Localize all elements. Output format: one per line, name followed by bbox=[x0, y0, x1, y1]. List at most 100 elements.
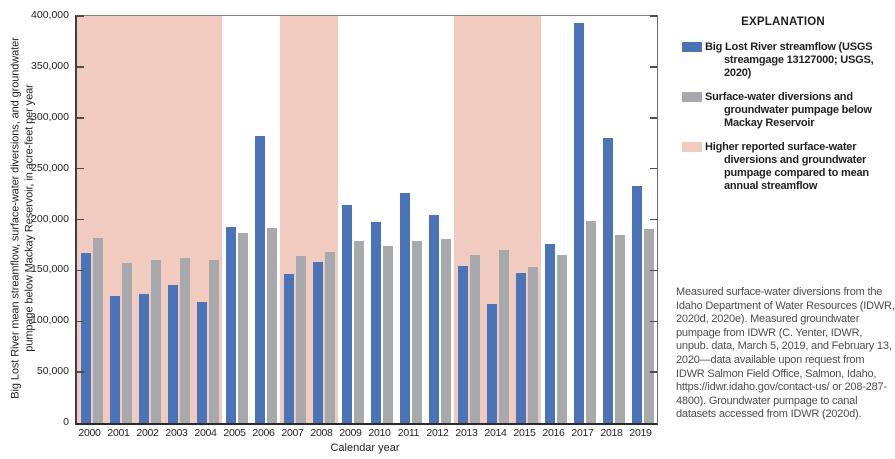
bar-pumpage-2017 bbox=[585, 220, 596, 423]
bar-streamflow-2000 bbox=[80, 253, 91, 423]
y-tick-label: 200,000 bbox=[31, 212, 69, 225]
bar-pumpage-2006 bbox=[266, 227, 277, 423]
bar-streamflow-2010 bbox=[370, 221, 381, 423]
y-tick-label: 100,000 bbox=[31, 314, 69, 327]
bar-pumpage-2004 bbox=[208, 260, 219, 423]
bar-streamflow-2017 bbox=[573, 23, 584, 423]
bar-pumpage-2015 bbox=[527, 267, 538, 423]
legend-item-label: Higher reported surface-water diversions… bbox=[705, 141, 869, 192]
x-tick-label: 2001 bbox=[107, 427, 130, 439]
x-tick-label: 2008 bbox=[310, 427, 333, 439]
bar-streamflow-2012 bbox=[428, 215, 439, 423]
y-tick-label: 50,000 bbox=[36, 365, 69, 378]
bar-streamflow-2006 bbox=[254, 136, 265, 423]
x-tick-label: 2015 bbox=[513, 427, 536, 439]
x-tick-label: 2018 bbox=[600, 427, 623, 439]
y-tick-mark bbox=[650, 66, 657, 68]
x-tick-label: 2011 bbox=[397, 427, 420, 439]
y-tick-mark bbox=[77, 218, 84, 221]
x-tick-label: 2005 bbox=[223, 427, 246, 439]
bar-pumpage-2008 bbox=[324, 252, 335, 423]
x-tick-label: 2000 bbox=[78, 427, 101, 439]
bar-pumpage-2019 bbox=[643, 228, 654, 423]
bar-streamflow-2016 bbox=[544, 243, 555, 423]
bar-pumpage-2001 bbox=[121, 263, 132, 423]
x-tick-label: 2016 bbox=[542, 427, 565, 439]
y-tick-mark bbox=[650, 269, 657, 272]
y-tick-mark bbox=[77, 66, 84, 68]
x-tick-label: 2012 bbox=[426, 427, 449, 439]
bar-streamflow-2005 bbox=[225, 226, 236, 423]
y-tick-label: 0 bbox=[63, 416, 69, 428]
bar-pumpage-2013 bbox=[469, 255, 480, 423]
x-tick-label: 2010 bbox=[368, 427, 391, 439]
y-tick-label: 300,000 bbox=[31, 110, 69, 123]
bar-streamflow-2003 bbox=[167, 284, 178, 423]
x-tick-label: 2017 bbox=[571, 427, 594, 439]
legend-item-label: Surface-water diversions and groundwater… bbox=[705, 91, 872, 129]
y-tick-mark bbox=[650, 371, 657, 373]
x-tick-label: 2002 bbox=[136, 427, 159, 439]
y-tick-mark bbox=[650, 218, 657, 221]
source-note: Measured surface-water diversions from t… bbox=[676, 286, 895, 421]
x-tick-label: 2019 bbox=[629, 427, 652, 439]
y-tick-mark bbox=[77, 15, 84, 17]
bar-streamflow-2007 bbox=[283, 274, 294, 423]
bar-streamflow-2009 bbox=[341, 205, 352, 423]
y-tick-label: 250,000 bbox=[31, 161, 69, 174]
y-tick-mark bbox=[77, 371, 84, 373]
bar-streamflow-2008 bbox=[312, 262, 323, 423]
y-tick-mark bbox=[77, 269, 84, 272]
legend-item-diversions: Surface-water diversions and groundwater… bbox=[676, 91, 890, 130]
y-tick-mark bbox=[650, 167, 657, 170]
bar-streamflow-2015 bbox=[515, 273, 526, 423]
y-tick-label: 150,000 bbox=[31, 263, 69, 276]
bar-pumpage-2018 bbox=[614, 234, 625, 423]
bar-pumpage-2010 bbox=[382, 246, 393, 423]
bar-pumpage-2003 bbox=[179, 258, 190, 423]
higher-pumpage-swatch-icon bbox=[682, 142, 702, 152]
bar-streamflow-2002 bbox=[138, 293, 149, 423]
bar-pumpage-2005 bbox=[237, 232, 248, 423]
bar-pumpage-2016 bbox=[556, 255, 567, 423]
x-tick-label: 2013 bbox=[455, 427, 478, 439]
y-tick-mark bbox=[650, 15, 657, 17]
highlight-band bbox=[454, 16, 541, 423]
bar-pumpage-2012 bbox=[440, 238, 451, 423]
bar-pumpage-2007 bbox=[295, 256, 306, 423]
legend-title: EXPLANATION bbox=[741, 16, 825, 28]
bar-streamflow-2011 bbox=[399, 193, 410, 423]
bar-pumpage-2014 bbox=[498, 250, 509, 423]
y-tick-mark bbox=[650, 117, 657, 119]
bar-streamflow-2004 bbox=[196, 301, 207, 423]
bar-pumpage-2011 bbox=[411, 240, 422, 423]
bar-streamflow-2001 bbox=[109, 295, 120, 423]
bar-streamflow-2018 bbox=[602, 138, 613, 423]
y-tick-mark bbox=[650, 320, 657, 322]
y-tick-mark bbox=[77, 320, 84, 322]
diversions-swatch-icon bbox=[682, 92, 702, 102]
bar-pumpage-2002 bbox=[150, 260, 161, 423]
bar-streamflow-2014 bbox=[486, 304, 497, 423]
x-axis-title: Calendar year bbox=[330, 442, 400, 454]
y-tick-mark bbox=[77, 117, 84, 119]
x-tick-label: 2014 bbox=[484, 427, 507, 439]
legend-item-streamflow: Big Lost River streamflow (USGS streamga… bbox=[676, 41, 890, 80]
x-tick-label: 2003 bbox=[165, 427, 188, 439]
bar-pumpage-2000 bbox=[92, 237, 103, 423]
y-tick-mark bbox=[77, 167, 84, 170]
plot-area bbox=[75, 15, 658, 425]
legend-item-higher-pumpage: Higher reported surface-water diversions… bbox=[676, 141, 890, 193]
x-tick-label: 2006 bbox=[252, 427, 275, 439]
bar-streamflow-2019 bbox=[631, 185, 642, 423]
x-tick-label: 2007 bbox=[281, 427, 304, 439]
legend-item-label: Big Lost River streamflow (USGS streamga… bbox=[705, 41, 874, 79]
x-tick-label: 2004 bbox=[194, 427, 217, 439]
legend: EXPLANATION Big Lost River streamflow (U… bbox=[676, 16, 890, 204]
x-tick-label: 2009 bbox=[339, 427, 362, 439]
y-tick-label: 350,000 bbox=[31, 59, 69, 72]
y-tick-label: 400,000 bbox=[31, 9, 69, 21]
bar-pumpage-2009 bbox=[353, 240, 364, 423]
streamflow-swatch-icon bbox=[682, 42, 702, 52]
